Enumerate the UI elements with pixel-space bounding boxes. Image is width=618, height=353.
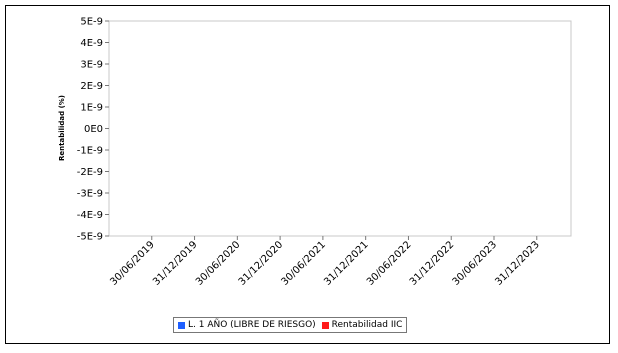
y-axis-label: Rentabilidad (%): [58, 95, 66, 161]
y-tick-label: -2E-9: [77, 167, 103, 178]
x-tick-label: 30/06/2019: [108, 239, 157, 288]
x-tick-label: 31/12/2020: [237, 239, 286, 288]
x-tick-label: 30/06/2022: [365, 239, 414, 288]
y-tick-label: 3E-9: [80, 60, 103, 71]
y-tick-label: -4E-9: [77, 210, 103, 221]
plot-area: [108, 20, 572, 237]
x-axis: 30/06/201931/12/201930/06/202031/12/2020…: [108, 236, 542, 288]
x-tick-label: 31/12/2023: [493, 239, 542, 288]
legend-item-series-2: Rentabilidad IIC: [321, 320, 403, 330]
legend-swatch-red: [321, 321, 329, 329]
legend-label-series-1: L. 1 AÑO (LIBRE DE RIESGO): [188, 320, 316, 330]
x-tick-label: 30/06/2020: [194, 239, 243, 288]
y-tick-label: -3E-9: [77, 189, 103, 200]
y-tick-label: 5E-9: [80, 17, 103, 28]
y-tick-label: -1E-9: [77, 146, 103, 157]
y-tick-label: 1E-9: [80, 103, 103, 114]
legend: L. 1 AÑO (LIBRE DE RIESGO) Rentabilidad …: [173, 317, 408, 333]
y-axis: 5E-9 4E-9 3E-9 2E-9 1E-9 0E0 -1E-9 -2E-9 -3E-9 -4…: [77, 17, 109, 243]
legend-swatch-blue: [178, 321, 185, 329]
x-tick-label: 31/12/2021: [322, 239, 371, 288]
legend-item-series-1: L. 1 AÑO (LIBRE DE RIESGO): [178, 320, 316, 330]
y-tick-label: 2E-9: [80, 81, 103, 92]
x-tick-label: 31/12/2022: [408, 239, 457, 288]
x-tick-label: 30/06/2021: [279, 239, 328, 288]
y-tick-label: 4E-9: [80, 38, 103, 49]
x-tick-label: 31/12/2019: [151, 239, 200, 288]
y-tick-label: 0E0: [84, 124, 103, 135]
x-tick-label: 30/06/2023: [451, 239, 500, 288]
legend-label-series-2: Rentabilidad IIC: [331, 320, 403, 330]
y-tick-label: -5E-9: [77, 232, 103, 243]
